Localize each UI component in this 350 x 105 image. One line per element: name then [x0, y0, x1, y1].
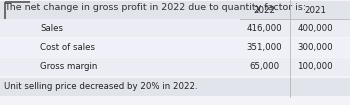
Bar	[0, 38, 350, 57]
Bar	[0, 19, 350, 37]
Bar	[0, 78, 350, 96]
Bar	[0, 1, 350, 19]
Bar	[0, 58, 350, 76]
Text: The net change in gross profit in 2022 due to quantity factor is:: The net change in gross profit in 2022 d…	[4, 3, 306, 12]
Text: Gross margin: Gross margin	[40, 62, 98, 71]
Text: 2022: 2022	[253, 6, 275, 15]
Text: 400,000: 400,000	[297, 24, 333, 33]
Text: Cost of sales: Cost of sales	[40, 43, 95, 52]
Text: 300,000: 300,000	[297, 43, 333, 52]
Text: Sales: Sales	[40, 24, 63, 33]
Text: 2021: 2021	[304, 6, 326, 15]
Text: Unit selling price decreased by 20% in 2022.: Unit selling price decreased by 20% in 2…	[4, 82, 198, 91]
Text: 100,000: 100,000	[297, 62, 333, 71]
Text: 65,000: 65,000	[249, 62, 279, 71]
Text: 416,000: 416,000	[246, 24, 282, 33]
Text: 351,000: 351,000	[246, 43, 282, 52]
